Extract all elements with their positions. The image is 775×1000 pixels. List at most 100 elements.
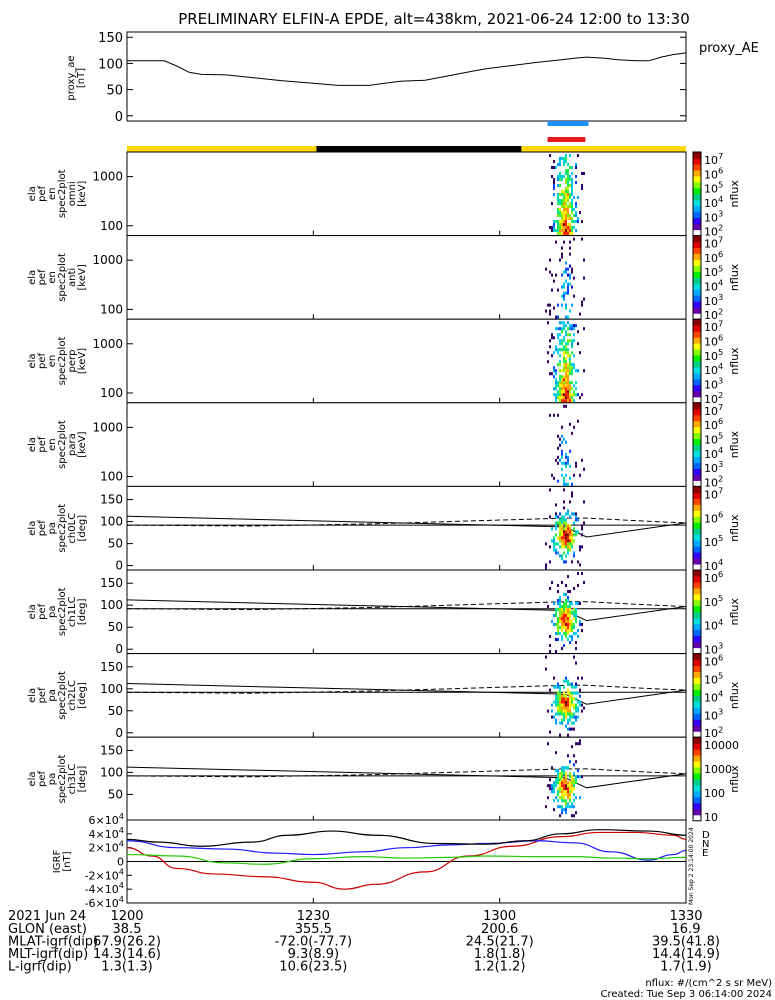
spectrogram-cell bbox=[569, 712, 572, 716]
spectrogram-cell bbox=[547, 784, 550, 788]
spectrogram-cell bbox=[573, 527, 576, 531]
spectrogram-cell bbox=[579, 688, 582, 692]
spectrogram-cell bbox=[569, 240, 572, 244]
spectrogram-cell bbox=[575, 461, 578, 465]
spectrogram-cell bbox=[571, 327, 574, 331]
spectrogram-cell bbox=[553, 369, 556, 373]
spectrogram-cell bbox=[565, 790, 568, 794]
spectrogram-cell bbox=[571, 787, 574, 791]
spectrogram-cell bbox=[559, 608, 562, 611]
spectrogram-cell bbox=[579, 694, 582, 698]
spectrogram-cell bbox=[565, 345, 568, 349]
spectrogram-cell bbox=[565, 306, 568, 310]
spectrogram-cell bbox=[571, 172, 574, 175]
spectrogram-cell bbox=[567, 545, 570, 549]
colorbar-tick-label: 106 bbox=[704, 653, 723, 669]
spectrogram-cell bbox=[561, 781, 564, 785]
spectrogram-cell bbox=[565, 635, 568, 638]
spectrogram-cell bbox=[565, 375, 568, 379]
spectrogram-cell bbox=[559, 733, 562, 737]
spectrogram-cell bbox=[553, 784, 556, 788]
spectrogram-cell bbox=[563, 393, 566, 397]
spectrogram-cell bbox=[559, 381, 562, 385]
panel-ytick-label: 100 bbox=[100, 386, 123, 400]
spectrogram-cell bbox=[567, 596, 570, 599]
spectrogram-cell bbox=[575, 685, 578, 689]
spectrogram-pixels bbox=[545, 488, 586, 573]
panel-en-anti: ela pef en spec2plot anti [keV]10001001071061… bbox=[27, 235, 741, 323]
spectrogram-cell bbox=[563, 542, 566, 546]
spectrogram-cell bbox=[571, 682, 574, 686]
spectrogram-cell bbox=[559, 202, 562, 205]
spectrogram-cell bbox=[565, 205, 568, 208]
spectrogram-cell bbox=[563, 336, 566, 340]
spectrogram-cell bbox=[563, 348, 566, 352]
spectrogram-cell bbox=[573, 512, 576, 516]
spectrogram-cell bbox=[565, 772, 568, 776]
spectrogram-cell bbox=[557, 193, 560, 196]
spectrogram-cell bbox=[559, 399, 562, 403]
spectrogram-cell bbox=[577, 220, 580, 223]
colorbar-segment bbox=[693, 498, 701, 505]
spectrogram-cell bbox=[565, 342, 568, 346]
spectrogram-cell bbox=[549, 413, 552, 417]
panel-ylabel-pa-ch2: ela pef pa spec2plot ch2LC [deg] bbox=[27, 671, 88, 720]
spectrogram-cell bbox=[549, 270, 552, 274]
spectrogram-cell bbox=[571, 399, 574, 403]
spectrogram-cell bbox=[577, 706, 580, 710]
spectrogram-cell bbox=[565, 220, 568, 223]
spectrogram-cell bbox=[561, 348, 564, 352]
colorbar-segment bbox=[693, 349, 701, 356]
spectrogram-cell bbox=[561, 327, 564, 331]
spectrogram-cell bbox=[569, 796, 572, 800]
spectrogram-cell bbox=[563, 533, 566, 537]
colorbar-segment bbox=[693, 283, 701, 290]
spectrogram-cell bbox=[565, 324, 568, 328]
spectrogram-cell bbox=[559, 703, 562, 707]
spectrogram-cell bbox=[549, 372, 552, 376]
colorbar-segment bbox=[693, 695, 701, 702]
ylabel-line: spec2plot bbox=[57, 169, 68, 218]
spectrogram-cell bbox=[567, 393, 570, 397]
spectrogram-cell bbox=[563, 605, 566, 608]
spectrogram-cell bbox=[567, 790, 570, 794]
colorbar-pa-ch3: 10000 1000 100 10 nflux bbox=[692, 736, 741, 824]
colorbar-segment bbox=[693, 671, 701, 678]
blue-status-bar bbox=[547, 121, 589, 126]
spectrogram-cell bbox=[555, 524, 558, 528]
spectrogram-cell bbox=[561, 709, 564, 713]
colorbar-segment bbox=[693, 719, 701, 726]
spectrogram-cell bbox=[557, 303, 560, 307]
spectrogram-cell bbox=[571, 202, 574, 205]
spectrogram-cell bbox=[563, 694, 566, 698]
spectrogram-cell bbox=[573, 763, 576, 767]
spectrogram-cell bbox=[565, 393, 568, 397]
spectrogram-cell bbox=[569, 787, 572, 791]
spectrogram-cell bbox=[567, 193, 570, 196]
spectrogram-cell bbox=[571, 351, 574, 355]
spectrogram-cell bbox=[571, 620, 574, 623]
panel-ytick-label: 0 bbox=[115, 726, 123, 740]
spectrogram-cell bbox=[579, 623, 582, 626]
spectrogram-cell bbox=[559, 258, 562, 262]
spectrogram-cell bbox=[569, 697, 572, 701]
ylabel-line: pef bbox=[37, 185, 48, 202]
colorbar-segment bbox=[693, 235, 701, 243]
ylabel-line: [deg] bbox=[77, 682, 88, 709]
x-row-value: -72.0(-77.7) bbox=[275, 935, 352, 950]
panel-frame bbox=[126, 653, 687, 738]
spectrogram-cell bbox=[563, 240, 566, 244]
spectrogram-cell bbox=[557, 772, 560, 776]
colorbar-segment bbox=[693, 534, 701, 541]
spectrogram-cell bbox=[573, 354, 576, 358]
spectrogram-cell bbox=[557, 617, 560, 620]
spectrogram-cell bbox=[555, 796, 558, 800]
spectrogram-cell bbox=[553, 184, 556, 187]
colorbar-segment bbox=[693, 510, 701, 517]
spectrogram-cell bbox=[557, 229, 560, 232]
spectrogram-cell bbox=[565, 348, 568, 352]
spectrogram-cell bbox=[563, 766, 566, 770]
spectrogram-cell bbox=[557, 602, 560, 605]
spectrogram-cell bbox=[561, 638, 564, 641]
